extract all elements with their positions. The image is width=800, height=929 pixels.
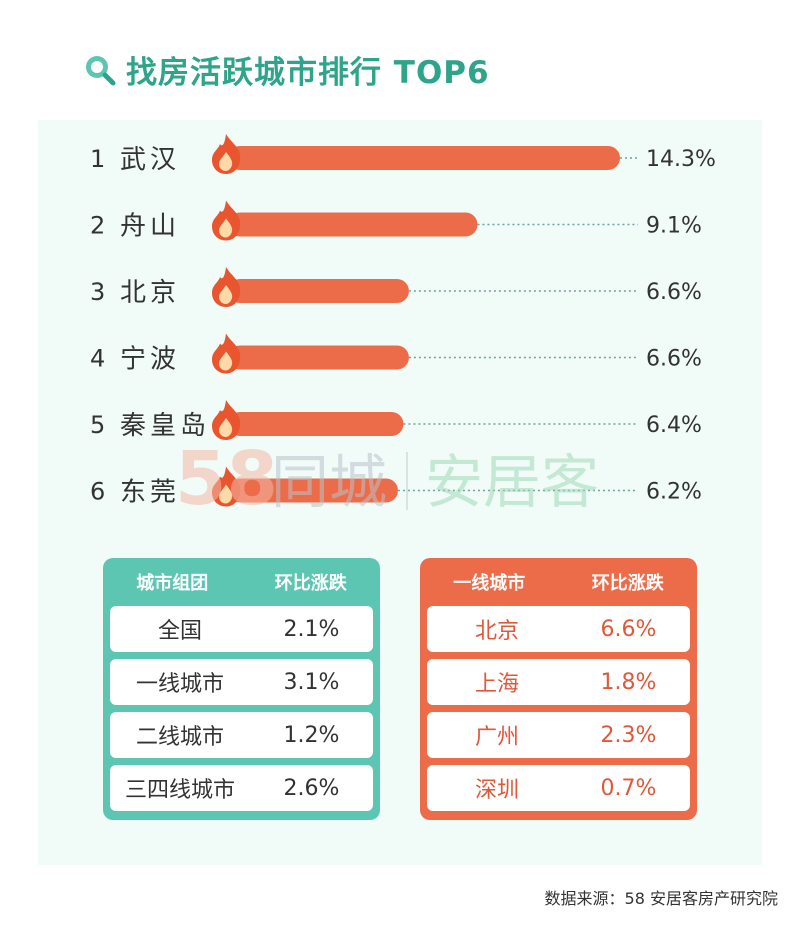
- table-row: 二线城市 1.2%: [110, 712, 373, 758]
- rank-label: 5: [90, 411, 105, 439]
- table-row: 三四线城市 2.6%: [110, 765, 373, 811]
- row-value: 2.6%: [283, 775, 340, 801]
- flame-core-icon: [219, 484, 233, 504]
- city-label: 武汉: [120, 145, 180, 175]
- rank-label: 2: [90, 212, 105, 240]
- ranking-bar-chart: 1 武汉 14.3% 2 舟山 9.1% 3 北京 6.6% 4 宁波 6.6% 5 秦皇岛 6.4% 6 东莞…: [90, 134, 716, 508]
- flame-core-icon: [219, 218, 233, 238]
- row-value: 6.6%: [600, 616, 657, 642]
- bar: [228, 212, 478, 237]
- row-value: 2.3%: [600, 722, 657, 748]
- flame-core-icon: [219, 351, 233, 371]
- table-row: 深圳 0.7%: [427, 765, 690, 811]
- header-mom-change: 环比涨跌: [591, 573, 664, 594]
- header-mom-change: 环比涨跌: [274, 573, 347, 594]
- row-label: 全国: [157, 619, 202, 644]
- row-value: 3.1%: [283, 669, 340, 695]
- city-label: 东莞: [120, 478, 180, 508]
- city-label: 秦皇岛: [120, 411, 210, 441]
- value-label: 6.6%: [646, 280, 702, 305]
- table-row: 一线城市 3.1%: [110, 659, 373, 705]
- row-label: 二线城市: [135, 725, 224, 750]
- bar: [228, 412, 404, 436]
- row-label: 北京: [474, 619, 519, 644]
- city-group-table-header: 城市组团 环比涨跌: [103, 558, 380, 606]
- rank-label: 1: [90, 145, 105, 173]
- bar: [228, 345, 409, 370]
- row-value: 0.7%: [600, 775, 657, 801]
- watermark-number: 58: [175, 438, 278, 518]
- watermark-brand1: 同城: [271, 448, 387, 516]
- city-label: 宁波: [120, 345, 180, 375]
- table-row: 全国 2.1%: [110, 606, 373, 652]
- city-group-table: 城市组团 环比涨跌 全国 2.1% 一线城市 3.1% 二线城市 1.2% 三四…: [103, 558, 380, 820]
- row-label: 上海: [474, 672, 519, 697]
- row-label: 广州: [474, 725, 519, 750]
- search-icon: [86, 56, 116, 86]
- row-label: 深圳: [474, 778, 519, 803]
- value-label: 6.6%: [646, 347, 702, 372]
- row-label: 一线城市: [135, 672, 224, 697]
- row-value: 2.1%: [283, 616, 340, 642]
- header-tier1-city: 一线城市: [453, 573, 526, 594]
- rank-label: 3: [90, 278, 105, 306]
- watermark-brand2: 安居客: [425, 448, 599, 516]
- value-label: 9.1%: [646, 214, 702, 239]
- row-value: 1.2%: [283, 722, 340, 748]
- table-row: 上海 1.8%: [427, 659, 690, 705]
- value-label: 6.4%: [646, 413, 702, 438]
- row-value: 1.8%: [600, 669, 657, 695]
- table-row: 北京 6.6%: [427, 606, 690, 652]
- row-label: 三四线城市: [124, 778, 235, 803]
- flame-core-icon: [219, 152, 233, 171]
- flame-core-icon: [219, 285, 233, 304]
- header-city-group: 城市组团: [136, 573, 209, 594]
- bar: [228, 478, 398, 503]
- tier1-city-table: 一线城市 环比涨跌 北京 6.6% 上海 1.8% 广州 2.3% 深圳 0.7…: [420, 558, 697, 820]
- chart-title-row: 找房活跃城市排行 TOP6: [82, 48, 490, 91]
- chart-title: 找房活跃城市排行 TOP6: [126, 54, 490, 91]
- watermark-logo: 58 同城 安居客: [175, 438, 599, 518]
- bar: [228, 146, 620, 170]
- data-source-note: 数据来源：58 安居客房产研究院: [544, 889, 778, 908]
- city-label: 舟山: [120, 212, 180, 242]
- tier1-table-header: 一线城市 环比涨跌: [420, 558, 697, 606]
- rank-label: 6: [90, 478, 105, 506]
- rank-label: 4: [90, 345, 105, 373]
- city-label: 北京: [120, 278, 180, 308]
- value-label: 14.3%: [646, 147, 716, 172]
- bar: [228, 279, 409, 303]
- value-label: 6.2%: [646, 480, 702, 505]
- flame-core-icon: [219, 418, 233, 437]
- table-row: 广州 2.3%: [427, 712, 690, 758]
